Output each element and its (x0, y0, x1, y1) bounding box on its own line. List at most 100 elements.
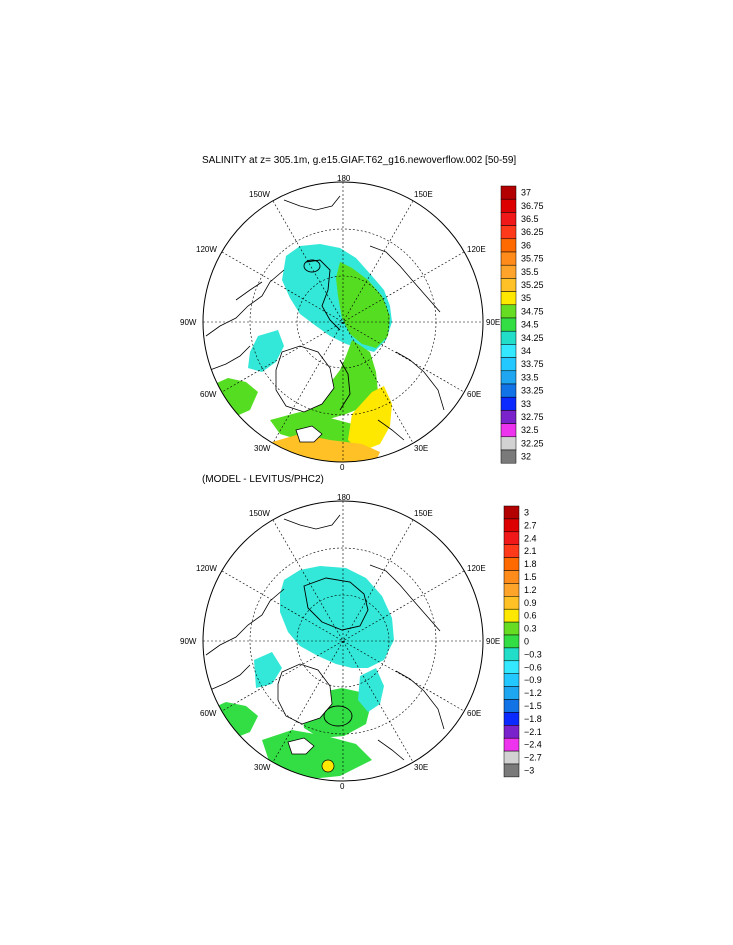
lon-label-180: 180 (337, 174, 351, 183)
colorbar-label: 0 (524, 636, 529, 646)
colorbar-label: 33.5 (521, 372, 539, 382)
colorbar-label: 32.75 (521, 412, 544, 422)
colorbar-label: 36 (521, 240, 531, 250)
contour-line (305, 259, 341, 331)
greenland-land (277, 663, 333, 725)
colorbar-swatch (503, 737, 520, 752)
colorbar-label: 35.75 (521, 254, 544, 264)
lon-label-150e: 150E (414, 509, 433, 518)
colorbar-label: 34.75 (521, 306, 544, 316)
colorbar-swatch (503, 699, 520, 713)
bottom-polar-map: 180 150W 150E 120W 120E 90W 90E 60W 60E … (180, 493, 500, 791)
colorbar-label: −1.2 (524, 688, 542, 698)
colorbar-label: 34.25 (521, 333, 544, 343)
lon-label-120e: 120E (467, 564, 486, 573)
colorbar-swatch (503, 750, 520, 765)
colorbar-label: −2.7 (524, 753, 542, 763)
lon-label-60e: 60E (467, 390, 481, 399)
colorbar-label: 36.5 (521, 214, 539, 224)
colorbar-label: 1.8 (524, 559, 537, 569)
colorbar-label: 2.1 (524, 546, 537, 556)
colorbar-swatch (503, 505, 520, 520)
lon-label-120w: 120W (196, 564, 217, 573)
labrador-cyan-fill (248, 330, 284, 372)
colorbar-swatch (500, 436, 517, 451)
colorbar-swatch (503, 518, 520, 533)
atlantic-yellow-fill (348, 386, 392, 452)
colorbar-swatch (503, 660, 520, 674)
colorbar-swatch (503, 686, 520, 700)
colorbar-swatch (503, 544, 520, 558)
coastline (205, 195, 445, 441)
colorbar-label: −0.3 (524, 649, 542, 659)
colorbar-label: −0.9 (524, 675, 542, 685)
colorbar-label: −1.5 (524, 701, 542, 711)
colorbar-swatch (503, 531, 520, 545)
colorbar-swatch (500, 264, 517, 279)
lon-label-150w: 150W (249, 190, 270, 199)
colorbar-swatch (500, 238, 517, 253)
colorbar-swatch (500, 410, 517, 424)
greenland-land (275, 345, 335, 413)
bottom-map-title: (MODEL - LEVITUS/PHC2) (202, 474, 324, 485)
colorbar-label: 37 (521, 188, 531, 198)
lon-label-90e: 90E (486, 318, 500, 327)
colorbar-swatch (500, 330, 517, 345)
colorbar-swatch (503, 673, 520, 687)
contour-spot (321, 759, 335, 773)
colorbar-label: 34 (521, 346, 531, 356)
colorbar-label: 32 (521, 452, 531, 462)
iceland-land (287, 737, 315, 755)
colorbar-swatch (500, 383, 517, 398)
colorbar-swatch (503, 621, 520, 636)
colorbar-swatch (503, 596, 520, 610)
lon-label-120w: 120W (196, 245, 217, 254)
colorbar-swatch (503, 712, 520, 726)
colorbar-swatch (500, 304, 517, 319)
colorbar-label: 1.2 (524, 585, 537, 595)
colorbar-label: 3 (524, 507, 529, 517)
colorbar-swatch (503, 725, 520, 739)
top-polar-map: 180 150W 150E 120W 120E 90W 90E 60W 60E … (180, 174, 500, 472)
lon-label-60w: 60W (200, 390, 217, 399)
colorbar-swatch (500, 278, 517, 292)
colorbar-label: −0.6 (524, 662, 542, 672)
lon-label-90e: 90E (486, 637, 500, 646)
colorbar-label: 36.75 (521, 201, 544, 211)
colorbar-label: 0.3 (524, 624, 537, 634)
lon-label-0: 0 (340, 782, 345, 791)
colorbar-label: −3 (524, 765, 534, 775)
lon-label-60e: 60E (467, 709, 481, 718)
iceland-land (295, 425, 323, 443)
colorbar-swatch (500, 185, 517, 200)
colorbar-label: 35 (521, 293, 531, 303)
colorbar-swatch (503, 557, 520, 571)
colorbar-label: −1.8 (524, 714, 542, 724)
lon-label-60w: 60W (200, 709, 217, 718)
colorbar-swatch (500, 344, 517, 358)
colorbar-label: 34.5 (521, 320, 539, 330)
colorbar-swatch (500, 449, 517, 464)
top-map-title: SALINITY at z= 305.1m, g.e15.GIAF.T62_g1… (202, 155, 517, 166)
atlantic-orange-fill (272, 434, 380, 462)
colorbar-label: 2.7 (524, 520, 537, 530)
contour-loop (303, 259, 321, 273)
colorbar-label: 0.6 (524, 611, 537, 621)
lon-label-90w: 90W (180, 318, 197, 327)
colorbar-swatch (500, 370, 517, 385)
colorbar-swatch (500, 225, 517, 240)
colorbar-swatch (500, 212, 517, 226)
basin-contour-region (303, 577, 369, 631)
colorbar-label: 0.9 (524, 598, 537, 608)
bottom-colorbar: 3 2.7 2.4 2.1 1.8 1.5 1.2 0.9 0.6 0.3 0 −0.3 −0.6 −0.… (503, 505, 542, 778)
coastline (205, 514, 445, 761)
colorbar-label: 33.75 (521, 359, 544, 369)
colorbar-label: 33 (521, 399, 531, 409)
lon-label-30e: 30E (414, 763, 428, 772)
lon-label-150e: 150E (414, 190, 433, 199)
colorbar-label: 2.4 (524, 533, 537, 543)
lon-label-90w: 90W (180, 637, 197, 646)
labrador-cyan-fill (254, 652, 282, 688)
graticule (203, 501, 483, 781)
lon-label-120e: 120E (467, 245, 486, 254)
